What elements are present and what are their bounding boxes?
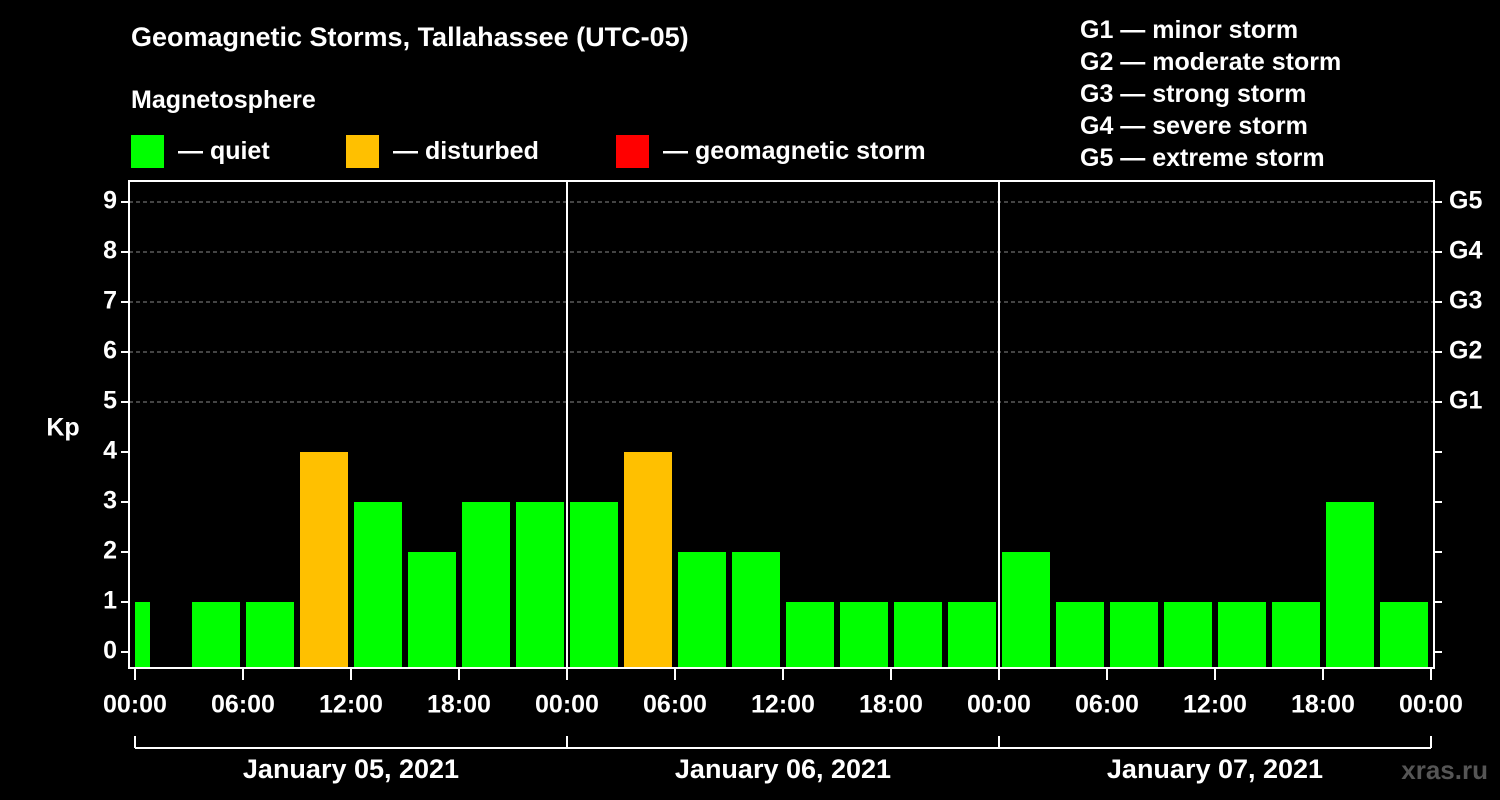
x-tick-label-10: 12:00	[1183, 691, 1247, 719]
kp-bar-17	[1056, 602, 1104, 668]
g-scale-legend: G1 — minor storm G2 — moderate storm G3 …	[1080, 14, 1341, 174]
kp-bar-7	[516, 502, 564, 668]
x-tick-label-2: 12:00	[319, 691, 383, 719]
x-tick-label-4: 00:00	[535, 691, 599, 719]
y-tick-label-0: 0	[103, 637, 117, 665]
y-axis-label: Kp	[46, 414, 79, 442]
legend-item-quiet: — quiet	[131, 134, 270, 168]
x-tick-label-6: 12:00	[751, 691, 815, 719]
kp-bar-18	[1110, 602, 1158, 668]
x-tick-label-0: 00:00	[103, 691, 167, 719]
legend-label-quiet: — quiet	[178, 136, 270, 165]
kp-bar-1	[192, 602, 240, 668]
y-tick-label-2: 2	[103, 537, 117, 565]
chart-title: Geomagnetic Storms, Tallahassee (UTC-05)	[131, 22, 689, 52]
legend-swatch-quiet	[131, 134, 164, 168]
x-tick-label-12: 00:00	[1399, 691, 1463, 719]
kp-bar-0	[135, 602, 150, 668]
x-tick-label-5: 06:00	[643, 691, 707, 719]
g-scale-g3: G3 — strong storm	[1080, 80, 1307, 108]
kp-bar-4	[354, 502, 402, 668]
kp-bar-9	[624, 452, 672, 668]
x-tick-label-1: 06:00	[211, 691, 275, 719]
g-scale-g5: G5 — extreme storm	[1080, 144, 1325, 172]
legend-swatch-storm	[616, 134, 649, 168]
kp-bar-20	[1218, 602, 1266, 668]
kp-bar-12	[786, 602, 834, 668]
kp-bar-3	[300, 452, 348, 668]
g-scale-g2: G2 — moderate storm	[1080, 48, 1342, 76]
y-tick-label-1: 1	[103, 587, 117, 615]
g-scale-g4: G4 — severe storm	[1080, 112, 1308, 140]
kp-bar-5	[408, 552, 456, 668]
y-tick-label-4: 4	[103, 437, 117, 465]
legend-swatch-disturbed	[346, 134, 379, 168]
kp-bar-21	[1272, 602, 1320, 668]
kp-bar-22	[1326, 502, 1374, 668]
kp-bar-10	[678, 552, 726, 668]
x-tick-label-7: 18:00	[859, 691, 923, 719]
x-tick-label-3: 18:00	[427, 691, 491, 719]
watermark: xras.ru	[1401, 755, 1488, 785]
right-axis-label-g2: G2	[1449, 337, 1482, 365]
legend-item-storm: — geomagnetic storm	[616, 134, 926, 168]
g-scale-g1: G1 — minor storm	[1080, 16, 1299, 44]
kp-bar-14	[894, 602, 942, 668]
x-tick-label-11: 18:00	[1291, 691, 1355, 719]
plot-frame	[128, 180, 1435, 669]
y-tick-label-5: 5	[103, 387, 117, 415]
day-label-2: January 07, 2021	[1107, 754, 1323, 784]
day-label-1: January 06, 2021	[675, 754, 891, 784]
right-axis-label-g3: G3	[1449, 287, 1482, 315]
y-tick-label-7: 7	[103, 287, 117, 315]
legend-label-disturbed: — disturbed	[393, 136, 539, 165]
kp-bar-8	[570, 502, 618, 668]
right-axis-label-g5: G5	[1449, 187, 1482, 215]
legend-label-storm: — geomagnetic storm	[663, 136, 926, 165]
x-tick-label-8: 00:00	[967, 691, 1031, 719]
right-axis-label-g1: G1	[1449, 387, 1482, 415]
kp-bar-16	[1002, 552, 1050, 668]
kp-bar-23	[1380, 602, 1428, 668]
kp-bar-11	[732, 552, 780, 668]
y-tick-label-8: 8	[103, 237, 117, 265]
kp-bar-6	[462, 502, 510, 668]
kp-bar-13	[840, 602, 888, 668]
kp-bar-19	[1164, 602, 1212, 668]
day-label-0: January 05, 2021	[243, 754, 459, 784]
y-tick-label-9: 9	[103, 187, 117, 215]
y-tick-label-3: 3	[103, 487, 117, 515]
legend-heading: Magnetosphere	[131, 86, 316, 114]
right-axis-label-g4: G4	[1449, 237, 1482, 265]
legend-item-disturbed: — disturbed	[346, 134, 539, 168]
x-tick-label-9: 06:00	[1075, 691, 1139, 719]
y-tick-label-6: 6	[103, 337, 117, 365]
kp-bar-15	[948, 602, 996, 668]
kp-bar-2	[246, 602, 294, 668]
